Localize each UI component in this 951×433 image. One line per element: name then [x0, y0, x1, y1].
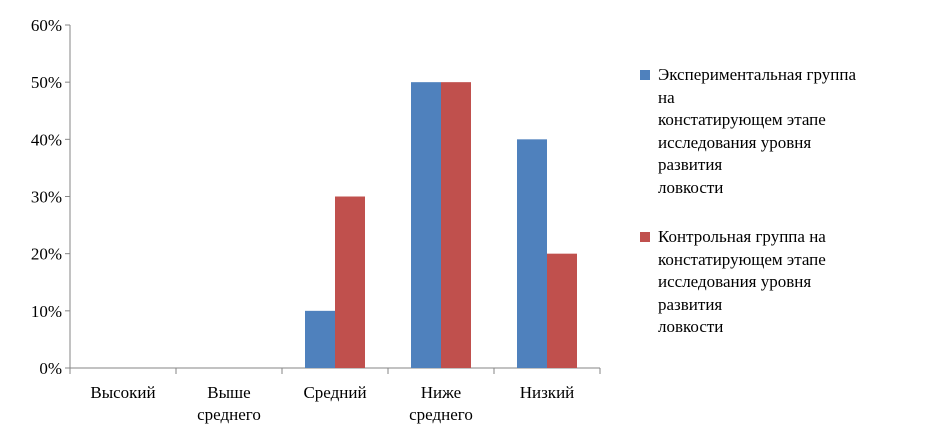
chart-area: 0% 10% 20% 30% 40% 50% 60% Высокий Выше среднего С… [31, 16, 601, 424]
bar-chart: 0% 10% 20% 30% 40% 50% 60% Высокий Выше среднего С… [31, 16, 601, 424]
legend-entry: Экспериментальная группа на констатирующем… [638, 64, 943, 199]
bar-experimental [517, 139, 547, 368]
legend-label: констатирующем этапе [658, 249, 826, 269]
legend: Экспериментальная группа на констатирующем… [638, 64, 943, 339]
legend-label: развития [658, 294, 723, 314]
y-tick-label: 20% [31, 245, 62, 264]
y-tick-label: 60% [31, 16, 62, 35]
legend-label: Контрольная группа на [658, 227, 826, 246]
bar-control [547, 253, 577, 368]
x-category-label: Ниже [421, 383, 461, 402]
x-category-label: Низкий [520, 383, 575, 402]
legend-label: Экспериментальная группа [658, 65, 857, 84]
bar-experimental [411, 82, 441, 369]
legend-label: ловкости [658, 177, 724, 197]
legend-label: ловкости [658, 317, 724, 336]
legend-swatch [640, 70, 650, 80]
y-tick-label: 40% [31, 130, 62, 149]
legend-swatch [640, 232, 650, 242]
x-category-label: среднего [197, 405, 261, 424]
legend-label: исследования уровня [658, 132, 812, 152]
y-tick-label: 50% [31, 73, 62, 92]
bar-experimental [305, 310, 335, 368]
legend-label: на [658, 87, 675, 107]
x-category-label: Выше [207, 383, 250, 402]
bar-control [335, 196, 365, 368]
x-category-label: Средний [303, 383, 366, 402]
x-category-label: Высокий [90, 383, 155, 402]
y-tick-label: 0% [39, 359, 62, 378]
legend-label: констатирующем этапе [658, 110, 826, 129]
bar-control [441, 82, 471, 369]
legend-label: исследования уровня [658, 272, 812, 291]
legend-label: развития [658, 155, 723, 174]
y-tick-label: 10% [31, 302, 62, 321]
x-category-label: среднего [409, 405, 473, 424]
legend-entry: Контрольная группа на констатирующем этап… [638, 226, 943, 339]
y-tick-label: 30% [31, 188, 62, 207]
